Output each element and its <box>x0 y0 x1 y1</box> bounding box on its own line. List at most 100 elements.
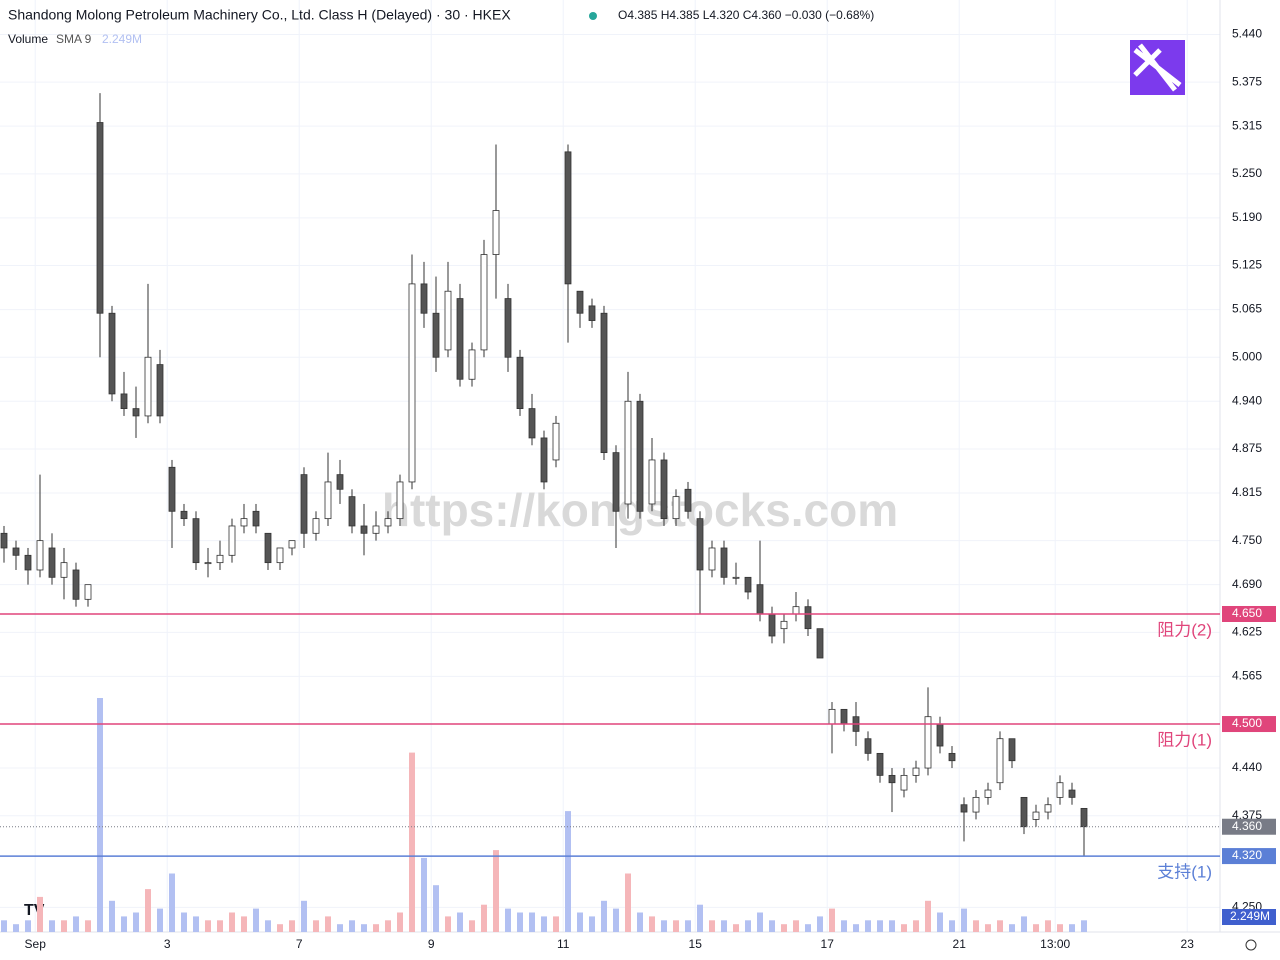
candle-body <box>588 305 596 321</box>
candle-body <box>204 562 212 565</box>
volume-bar <box>949 920 956 932</box>
ohlc-legend: O4.385 H4.385 L4.320 C4.360 −0.030 (−0.6… <box>618 8 874 22</box>
volume-bar <box>204 920 211 932</box>
candle-body <box>348 496 356 527</box>
x-tick-label: 7 <box>296 937 303 951</box>
volume-bar <box>240 916 247 932</box>
x-tick-label: 11 <box>557 937 570 951</box>
volume-bar <box>336 924 343 932</box>
volume-bar <box>312 920 319 932</box>
volume-bar <box>432 885 439 932</box>
candle-body <box>264 532 272 564</box>
volume-bar <box>1009 924 1016 932</box>
candle-body <box>768 613 776 637</box>
volume-bar <box>492 850 499 932</box>
volume-bar <box>865 920 872 932</box>
candle-body <box>636 400 644 512</box>
candle-body <box>1020 796 1028 828</box>
volume-bar <box>793 920 800 932</box>
volume-bar <box>577 912 583 932</box>
candle-body <box>240 518 248 527</box>
x-tick-label: 23 <box>1181 937 1195 951</box>
candle-body <box>804 606 812 630</box>
volume-bar <box>589 916 595 932</box>
volume-bar <box>841 920 848 932</box>
volume-sma-value: 2.249M <box>102 32 142 46</box>
candle-body <box>1008 738 1016 762</box>
volume-bar <box>60 920 67 932</box>
candle-body <box>480 254 488 351</box>
candle-body <box>288 540 296 549</box>
candle-body <box>732 576 740 579</box>
candle-body <box>660 459 668 520</box>
candle-body <box>444 290 452 351</box>
y-tick-label: 4.750 <box>1232 533 1262 547</box>
volume-bar <box>625 873 631 932</box>
candle-body <box>840 708 848 725</box>
volume-bar <box>108 900 115 932</box>
volume-bar <box>72 916 79 932</box>
candle-body <box>612 452 620 512</box>
volume-bar <box>504 908 511 932</box>
candle-body <box>456 298 464 380</box>
x-tick-label: 17 <box>821 937 835 951</box>
volume-bar <box>288 920 295 932</box>
candle-body <box>720 547 728 578</box>
volume-sma-param: SMA 9 <box>56 32 92 46</box>
volume-sma-label: 2.249M <box>1230 909 1270 923</box>
y-tick-label: 4.625 <box>1232 625 1262 639</box>
candle-body <box>576 290 584 314</box>
x-tick-label: Sep <box>25 937 47 951</box>
candle-body <box>0 532 8 549</box>
volume-bar <box>192 916 199 932</box>
volume-bar <box>552 916 559 932</box>
candle-body <box>996 738 1004 784</box>
volume-bar <box>468 920 475 932</box>
volume-bar <box>252 908 259 932</box>
volume-bar <box>697 904 704 932</box>
volume-bar <box>925 900 932 932</box>
candle-body <box>1032 811 1040 820</box>
volume-bar <box>661 920 668 932</box>
candle-body <box>144 356 152 417</box>
y-tick-label: 4.875 <box>1232 441 1262 455</box>
candle-body <box>516 356 524 409</box>
settings-icon[interactable] <box>1245 939 1257 951</box>
candle-body <box>744 576 752 593</box>
y-tick-label: 5.315 <box>1232 118 1262 132</box>
volume-bar <box>613 908 619 932</box>
candle-body <box>252 510 260 527</box>
volume-bar <box>36 896 43 932</box>
level-price-label: 4.320 <box>1232 848 1262 862</box>
candle-body <box>384 518 392 527</box>
candle-body <box>564 151 572 285</box>
last-price-box <box>1222 818 1276 835</box>
candle-body <box>876 752 884 776</box>
candle-body <box>192 518 200 564</box>
candle-body <box>540 437 548 483</box>
candle-body <box>180 510 188 520</box>
candle-body <box>1080 807 1088 828</box>
candle-body <box>600 312 608 454</box>
volume-bar <box>24 920 31 932</box>
candle-body <box>360 525 368 534</box>
candle-body <box>48 547 56 578</box>
volume-bar <box>384 920 391 932</box>
candle-body <box>528 408 536 439</box>
logo <box>1130 40 1185 95</box>
candle-body <box>132 408 140 417</box>
level-name: 阻力(2) <box>1157 620 1212 639</box>
candle-body <box>960 804 968 813</box>
volume-bar <box>516 912 523 932</box>
volume-bar <box>420 857 427 932</box>
candle-body <box>324 481 332 520</box>
volume-bar <box>132 912 139 932</box>
volume-bar <box>805 924 812 932</box>
x-tick-label: 15 <box>689 937 703 951</box>
y-tick-label: 4.940 <box>1232 393 1262 407</box>
candle-body <box>228 525 236 556</box>
volume-bar <box>1069 924 1076 932</box>
candle-body <box>864 738 872 754</box>
y-tick-label: 5.125 <box>1232 258 1262 272</box>
candle-body <box>552 422 560 461</box>
